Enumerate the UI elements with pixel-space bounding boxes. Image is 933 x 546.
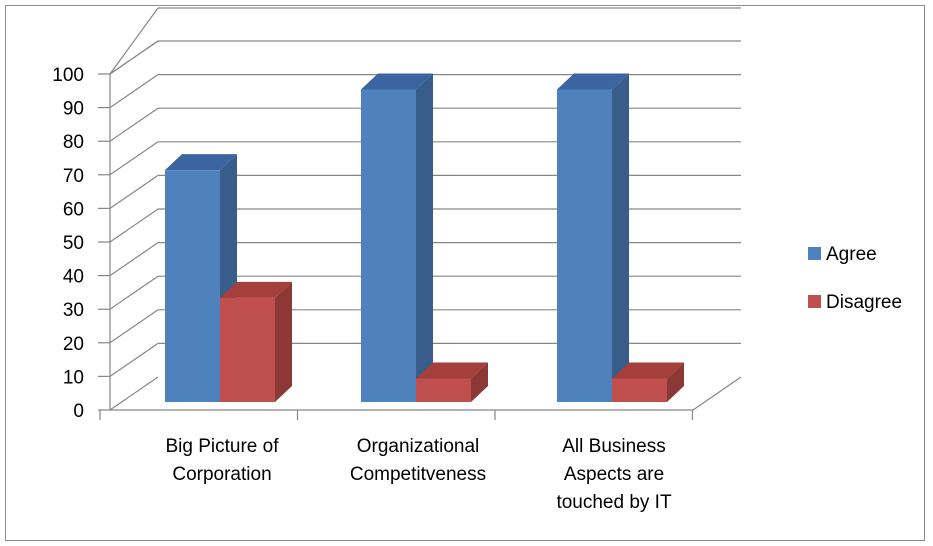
bar-top-face	[165, 154, 237, 171]
legend-swatch	[808, 247, 821, 260]
bar-agree-0	[165, 154, 237, 402]
legend-label: Disagree	[826, 292, 902, 313]
y-tick-label: 70	[63, 166, 84, 187]
gridline-left-wall	[109, 208, 159, 243]
y-tick-label: 100	[52, 65, 84, 86]
x-category-label-line: Organizational	[357, 436, 480, 457]
legend-swatch	[808, 295, 821, 308]
y-tick-label: 50	[63, 233, 84, 254]
bar-disagree-1	[416, 362, 488, 402]
gridline-left-wall	[109, 141, 159, 176]
gridline-left-wall	[109, 342, 159, 377]
gridline-left-wall	[109, 74, 159, 109]
y-tick-label: 90	[63, 99, 84, 120]
bar-front-face	[165, 170, 220, 402]
bar-side-face	[416, 73, 433, 403]
x-category-label-line: Big Picture of	[166, 436, 280, 457]
bar-disagree-0	[220, 281, 292, 402]
gridline-left-wall	[109, 275, 159, 310]
gridline-left-wall	[109, 7, 159, 75]
bar-top-face	[220, 281, 292, 298]
chart-frame	[5, 5, 925, 541]
legend-label: Agree	[826, 244, 877, 265]
x-category-label-line: Corporation	[172, 464, 271, 485]
x-category-label-line: Competitveness	[350, 464, 486, 485]
gridline-left-wall	[109, 242, 159, 277]
x-axis-ticks: Big Picture of Corporation Organizational C…	[99, 410, 694, 513]
y-axis-ticks: 0 10 20 30 40 50 60 70 80 90 100	[52, 65, 110, 422]
bar-side-face	[471, 362, 488, 402]
bar-front-face	[557, 89, 612, 403]
gridline-left-wall	[109, 40, 159, 75]
gridline-left-wall	[109, 309, 159, 344]
gridline-left-wall	[109, 107, 159, 142]
y-tick-label: 20	[63, 334, 84, 355]
gridlines	[109, 7, 741, 411]
y-tick-label: 10	[63, 367, 84, 388]
y-tick-label: 40	[63, 267, 84, 288]
y-tick-label: 80	[63, 132, 84, 153]
bar-agree-1	[361, 73, 433, 403]
x-category-label: Big Picture of Corporation	[166, 436, 280, 485]
x-category-label-line: All Business	[562, 436, 666, 457]
bar-top-face	[557, 73, 629, 90]
bar-front-face	[361, 89, 416, 403]
bar-agree-2	[557, 73, 629, 403]
x-category-label: Organizational Competitveness	[350, 436, 486, 485]
gridline-left-wall	[109, 376, 159, 411]
x-category-label-line: touched by IT	[556, 492, 672, 513]
bars	[165, 73, 684, 403]
bar-top-face	[361, 73, 433, 90]
x-category-label: All Business Aspects are touched by IT	[556, 436, 672, 513]
x-category-label-line: Aspects are	[564, 464, 664, 485]
gridline-left-wall	[109, 174, 159, 209]
bar-side-face	[612, 73, 629, 403]
bar-front-face	[220, 297, 275, 402]
bar-side-face	[667, 362, 684, 402]
y-tick-label: 0	[73, 401, 84, 422]
bar-top-face	[612, 362, 684, 379]
bar-disagree-2	[612, 362, 684, 402]
bar-front-face	[612, 378, 667, 402]
legend-item-agree: Agree	[808, 244, 877, 265]
legend-item-disagree: Disagree	[808, 292, 902, 313]
y-tick-label: 30	[63, 300, 84, 321]
bar-top-face	[416, 362, 488, 379]
bar-front-face	[416, 378, 471, 402]
bar-side-face	[275, 281, 292, 402]
y-tick-label: 60	[63, 199, 84, 220]
legend: Agree Disagree	[808, 244, 902, 313]
